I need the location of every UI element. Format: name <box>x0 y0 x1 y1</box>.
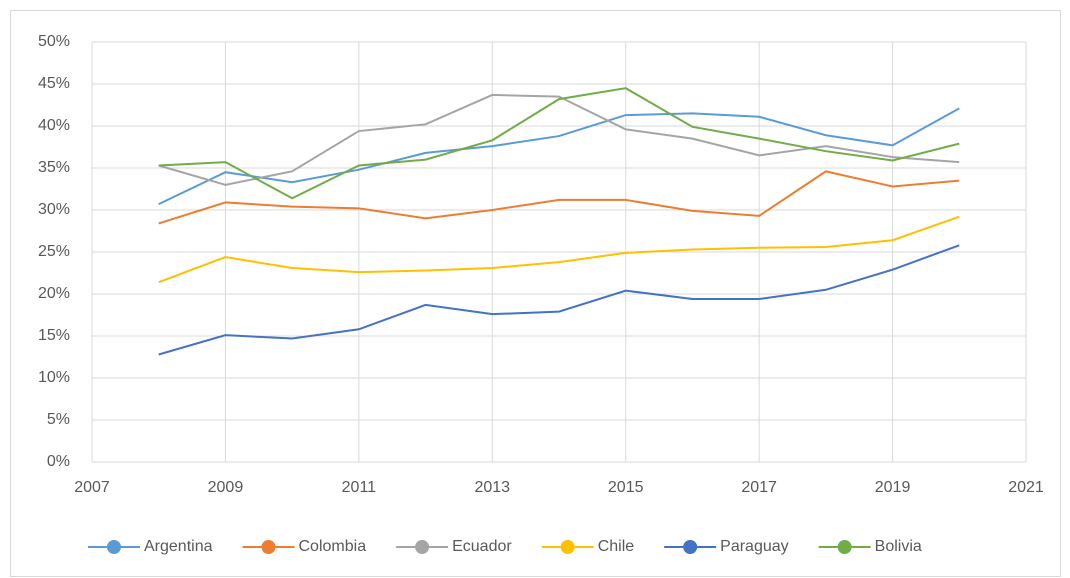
y-tick-label: 25% <box>38 243 70 260</box>
legend-label: Argentina <box>144 538 213 555</box>
x-tick-label: 2019 <box>875 479 911 496</box>
legend-item: Argentina <box>88 538 213 555</box>
series-line <box>158 170 960 225</box>
y-tick-label: 5% <box>47 411 70 428</box>
y-tick-label: 40% <box>38 117 70 134</box>
series-line <box>158 87 960 200</box>
y-tick-label: 50% <box>38 33 70 50</box>
y-tick-label: 45% <box>38 75 70 92</box>
y-tick-label: 15% <box>38 327 70 344</box>
legend-label: Chile <box>598 538 635 555</box>
series-line <box>158 107 960 206</box>
legend-label: Paraguay <box>720 538 789 555</box>
legend-marker <box>683 540 698 554</box>
legend-marker <box>107 540 121 554</box>
series-line <box>158 215 960 284</box>
series-line <box>158 93 960 186</box>
series-line <box>158 244 960 356</box>
x-tick-label: 2017 <box>741 479 777 496</box>
legend-item: Paraguay <box>664 538 789 555</box>
y-tick-label: 35% <box>38 159 70 176</box>
legend-item: Colombia <box>242 538 367 555</box>
x-tick-label: 2015 <box>608 479 644 496</box>
x-tick-label: 2009 <box>208 479 244 496</box>
x-tick-label: 2007 <box>74 479 110 496</box>
legend-marker <box>837 540 852 554</box>
y-tick-label: 10% <box>38 369 70 386</box>
legend-label: Colombia <box>299 538 367 555</box>
legend-item: Bolivia <box>818 538 922 555</box>
x-tick-label: 2021 <box>1008 479 1044 496</box>
legend-marker <box>415 540 430 554</box>
legend-marker <box>261 540 276 554</box>
legend-marker <box>560 540 575 554</box>
legend-item: Chile <box>541 538 635 555</box>
legend-item: Ecuador <box>396 538 512 555</box>
y-tick-label: 30% <box>38 201 70 218</box>
legend-label: Bolivia <box>875 538 922 555</box>
x-tick-label: 2011 <box>342 479 377 496</box>
y-tick-label: 20% <box>38 285 70 302</box>
legend-label: Ecuador <box>452 538 512 555</box>
y-tick-label: 0% <box>47 453 70 470</box>
x-tick-label: 2013 <box>474 479 510 496</box>
